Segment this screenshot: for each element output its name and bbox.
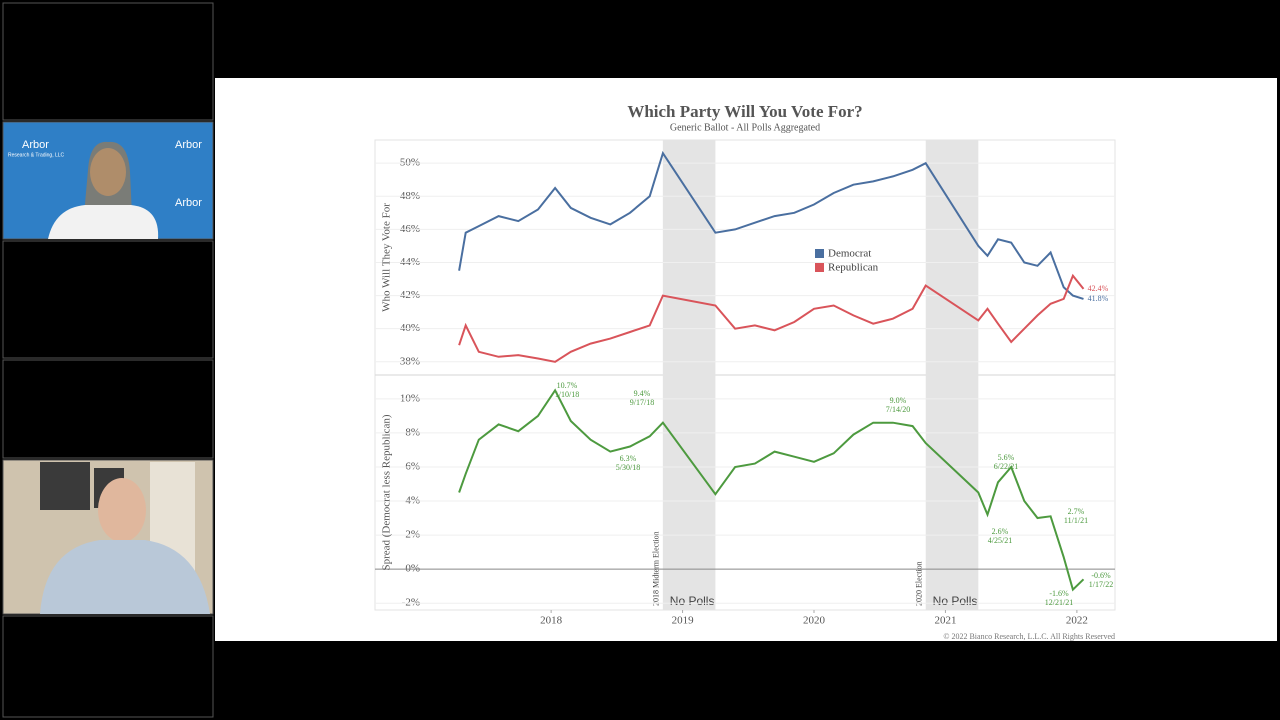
annotation-date: 1/17/22 xyxy=(1089,580,1113,589)
legend-swatch xyxy=(815,249,824,258)
video-tile xyxy=(2,2,214,121)
annotation-value: 9.4% xyxy=(634,389,651,398)
video-tile xyxy=(2,240,214,359)
person xyxy=(98,478,146,542)
logo-name: Arbor xyxy=(175,197,202,209)
video-tile xyxy=(2,359,214,459)
annotation-date: 9/17/18 xyxy=(630,398,654,407)
y-axis-label: Who Will They Vote For xyxy=(381,203,393,312)
logo-name: Arbor xyxy=(22,139,49,151)
annotation-value: -0.6% xyxy=(1091,571,1111,580)
annotation-date: 12/21/21 xyxy=(1045,598,1073,607)
annotation-date: 1/10/18 xyxy=(555,390,579,399)
annotation-value: 9.0% xyxy=(890,396,907,405)
annotation-value: 2.7% xyxy=(1068,507,1085,516)
legend-label: Republican xyxy=(828,262,879,274)
chart-subtitle: Generic Ballot - All Polls Aggregated xyxy=(670,122,820,133)
no-polls-band xyxy=(662,375,716,610)
y-axis-label: Spread (Democrat less Republican) xyxy=(381,414,393,570)
annotation-date: 7/14/20 xyxy=(886,405,910,414)
logo-name: Arbor xyxy=(175,139,202,151)
shared-screen xyxy=(215,78,1277,641)
series-line xyxy=(458,388,1085,592)
annotation-value: 5.6% xyxy=(998,453,1015,462)
x-tick-label: 2022 xyxy=(1066,615,1088,627)
chart-title: Which Party Will You Vote For? xyxy=(627,102,862,121)
annotation-date: 6/22/21 xyxy=(994,462,1018,471)
legend-label: Democrat xyxy=(828,248,871,260)
end-label: 42.4% xyxy=(1088,284,1109,293)
annotation-value: 2.6% xyxy=(992,527,1009,536)
series-line xyxy=(458,273,1085,363)
person xyxy=(40,540,210,614)
x-tick-label: 2020 xyxy=(803,615,826,627)
annotation-value: -1.6% xyxy=(1049,589,1069,598)
annotation-date: 11/1/21 xyxy=(1064,516,1088,525)
x-tick-label: 2019 xyxy=(672,615,695,627)
no-polls-band xyxy=(925,375,979,610)
person xyxy=(48,205,159,239)
annotation-date: 5/30/18 xyxy=(616,463,640,472)
no-polls-band xyxy=(925,140,979,375)
x-tick-label: 2021 xyxy=(934,615,956,627)
band-label: No Polls xyxy=(670,594,715,608)
copyright: © 2022 Bianco Research, L.L.C. All Right… xyxy=(943,632,1115,641)
event-label: 2020 Election xyxy=(915,561,924,606)
x-tick-label: 2018 xyxy=(540,615,563,627)
series-line xyxy=(458,150,1084,300)
no-polls-band xyxy=(662,140,716,375)
legend-swatch xyxy=(815,263,824,272)
video-tile xyxy=(2,615,214,718)
picture-frame xyxy=(40,462,90,510)
band-label: No Polls xyxy=(933,594,978,608)
annotation-value: 6.3% xyxy=(620,454,637,463)
annotation-value: 10.7% xyxy=(557,381,578,390)
annotation-date: 4/25/21 xyxy=(988,536,1012,545)
end-label: 41.8% xyxy=(1088,294,1109,303)
hair xyxy=(84,141,132,215)
logo-tagline: Research & Trading, LLC xyxy=(8,152,65,158)
